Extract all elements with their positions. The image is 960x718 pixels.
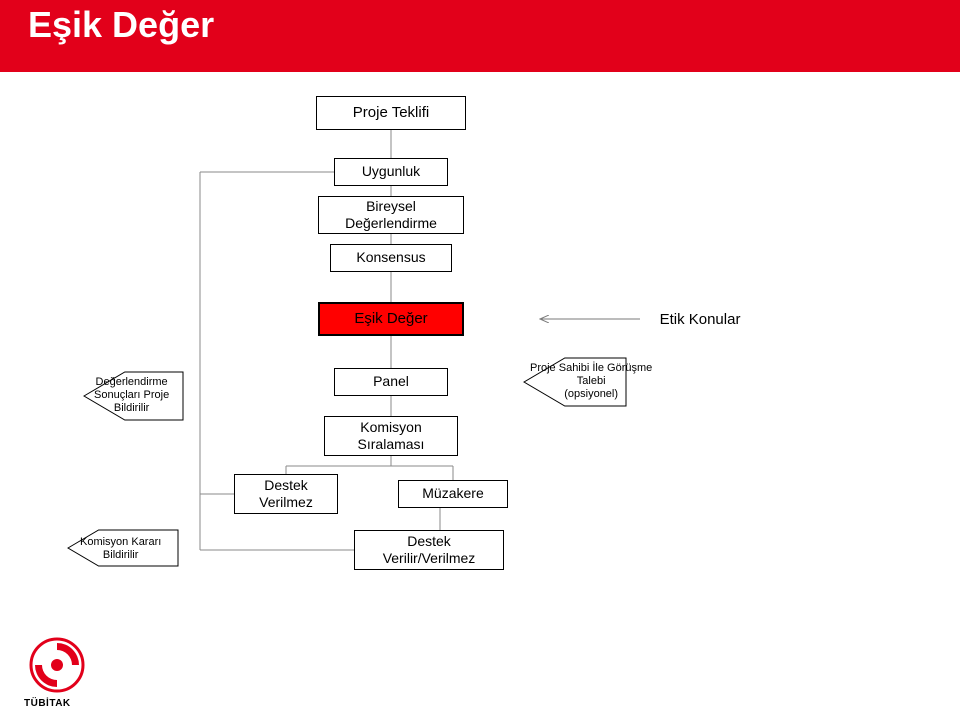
box-esik-deger: Eşik Değer [318, 302, 464, 336]
box-label-line: Komisyon [360, 419, 421, 437]
box-label-line: Uygunluk [362, 163, 420, 181]
annotation-line: Proje Sahibi İle Görüşme [530, 362, 652, 375]
box-label-line: Konsensus [356, 249, 425, 267]
box-label-line: Verilir/Verilmez [383, 550, 476, 568]
annotation-karar: Komisyon Kararı Bildirilir [80, 536, 161, 562]
box-label-line: Sıralaması [358, 436, 425, 454]
annotation-line: Sonuçları Proje [94, 389, 169, 402]
annotation-line: Komisyon Kararı [80, 536, 161, 549]
box-label-line: Panel [373, 373, 409, 391]
box-panel: Panel [334, 368, 448, 396]
box-muzakere: Müzakere [398, 480, 508, 508]
box-uygunluk: Uygunluk [334, 158, 448, 186]
box-label-line: Bireysel [366, 198, 416, 216]
annotation-line: (opsiyonel) [530, 388, 652, 401]
tubitak-logo [28, 636, 86, 694]
connectors-svg [0, 0, 960, 718]
box-label-line: Proje Teklifi [353, 104, 429, 123]
tubitak-logo-text: TÜBİTAK [24, 698, 71, 709]
box-konsensus: Konsensus [330, 244, 452, 272]
box-proje-teklifi: Proje Teklifi [316, 96, 466, 130]
box-komisyon-sirala: KomisyonSıralaması [324, 416, 458, 456]
annotation-line: Talebi [530, 375, 652, 388]
box-label-line: Verilmez [259, 494, 313, 512]
box-destek-verilir: DestekVerilir/Verilmez [354, 530, 504, 570]
annotation-line: Değerlendirme [94, 376, 169, 389]
annotation-gorusme: Proje Sahibi İle Görüşme Talebi (opsiyon… [530, 362, 652, 402]
box-label-line: Değerlendirme [345, 215, 437, 233]
page: Eşik Değer Proje Teklifi Uygunluk Bireysel… [0, 0, 960, 718]
box-label-line: Destek [264, 477, 308, 495]
annotation-line: Bildirilir [94, 402, 169, 415]
box-label-line: Müzakere [422, 485, 483, 503]
annotation-sonuclar: Değerlendirme Sonuçları Proje Bildirilir [94, 376, 169, 416]
box-label-line: Eşik Değer [354, 310, 427, 329]
etik-konular-label: Etik Konular [640, 308, 760, 330]
page-title: Eşik Değer [28, 4, 214, 46]
box-bireysel: BireyselDeğerlendirme [318, 196, 464, 234]
box-label-line: Destek [407, 533, 451, 551]
annotation-line: Bildirilir [80, 549, 161, 562]
box-destek-verilmez: DestekVerilmez [234, 474, 338, 514]
